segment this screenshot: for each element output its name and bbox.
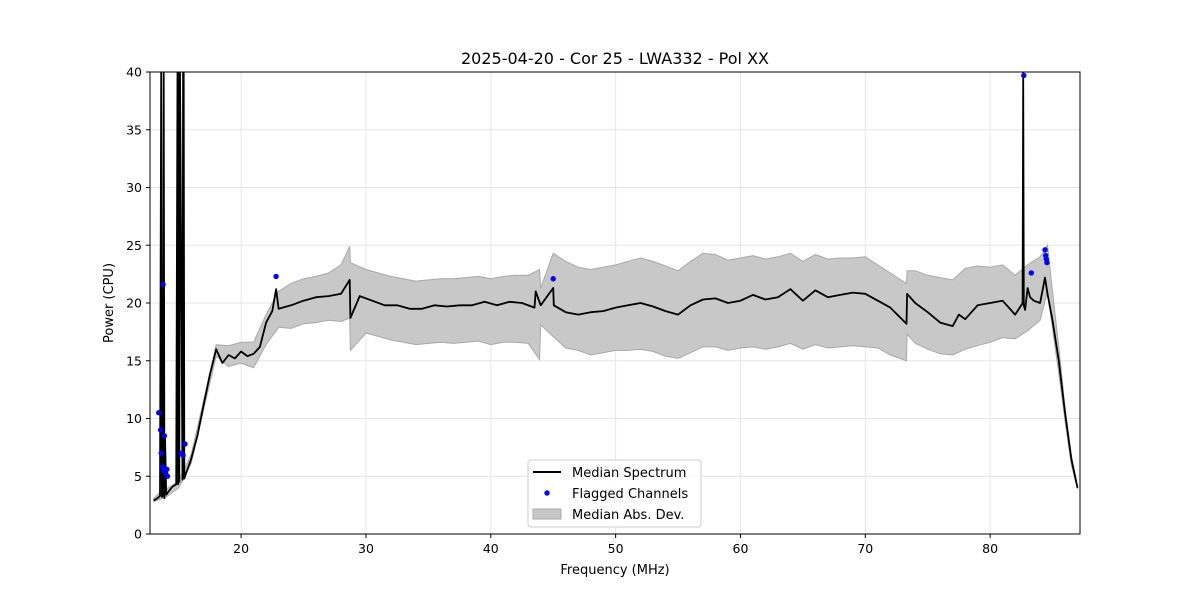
y-tick-label: 40 [126,65,142,80]
x-tick-label: 50 [608,541,624,556]
plot-area [153,72,1079,503]
x-tick-label: 40 [483,541,499,556]
legend-flagged-swatch [544,490,550,496]
flagged-point [1028,270,1035,276]
flagged-point [550,276,556,282]
x-axis-ticks: 20 30 40 50 60 70 80 [233,534,998,556]
flagged-point [1042,247,1048,253]
y-tick-label: 35 [126,122,142,137]
x-tick-label: 30 [358,541,374,556]
y-tick-label: 0 [134,527,142,542]
legend-flagged-label: Flagged Channels [572,487,688,502]
flagged-point [1044,259,1050,266]
x-tick-label: 60 [733,541,749,556]
y-tick-label: 20 [126,296,142,311]
legend-median-label: Median Spectrum [572,466,686,481]
flagged-point [161,433,168,439]
flagged-point [273,273,279,280]
y-axis-label: Power (CPU) [102,263,117,343]
y-tick-label: 30 [126,180,142,195]
x-tick-label: 80 [982,541,998,556]
y-tick-label: 15 [126,353,142,368]
y-tick-label: 25 [126,238,142,253]
median-spectrum-line [153,72,1079,502]
flagged-point [182,441,188,447]
flagged-point [156,410,162,416]
legend-mad-label: Median Abs. Dev. [572,508,684,523]
x-tick-label: 20 [233,541,249,556]
legend: Median Spectrum Flagged Channels Median … [527,459,702,528]
flagged-point [158,450,164,456]
flagged-point [160,281,166,288]
x-tick-label: 70 [857,541,873,556]
flagged-point [157,427,164,433]
x-axis-label: Frequency (MHz) [560,563,669,578]
flagged-point [180,452,186,459]
flagged-point [164,466,170,473]
y-tick-label: 10 [126,411,142,426]
flagged-point [1021,72,1027,79]
legend-box [527,459,702,528]
y-axis-ticks: 0 5 10 15 20 25 30 35 40 [126,65,150,542]
mad-band [153,243,1078,503]
legend-mad-swatch [532,508,562,520]
flagged-channel-points [156,72,1050,479]
y-tick-label: 5 [134,469,142,484]
flagged-point [164,473,171,479]
chart-title: 2025-04-20 - Cor 25 - LWA332 - Pol XX [461,49,769,68]
